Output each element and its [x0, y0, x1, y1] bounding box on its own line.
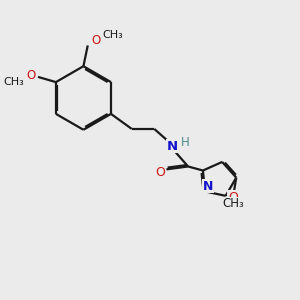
Text: N: N	[203, 180, 213, 193]
Text: CH₃: CH₃	[102, 30, 123, 40]
Text: O: O	[155, 166, 165, 179]
Text: CH₃: CH₃	[3, 77, 24, 87]
Text: O: O	[91, 34, 101, 47]
Text: O: O	[26, 69, 35, 82]
Text: O: O	[228, 191, 238, 204]
Text: CH₃: CH₃	[222, 197, 244, 210]
Text: N: N	[167, 140, 178, 153]
Text: H: H	[181, 136, 190, 149]
